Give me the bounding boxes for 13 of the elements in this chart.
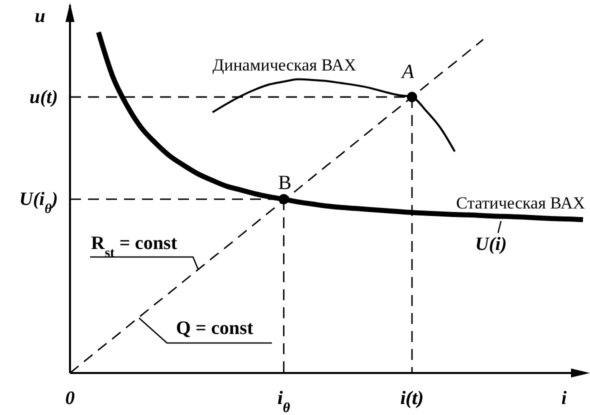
x-tick-label: 0	[65, 388, 76, 409]
y-axis-title: u	[34, 6, 46, 27]
annotation: Q = const	[176, 318, 254, 339]
annotation: A	[400, 61, 415, 83]
ref-line-label: U(i$_{θ}$)	[19, 189, 58, 216]
x-tick-label: i$_{θ}$	[278, 388, 290, 414]
series-label: Статическая ВАХ	[456, 194, 585, 213]
series-label: Динамическая ВАХ	[212, 55, 356, 74]
ref-line-label: u(t)	[30, 87, 58, 108]
x-tick-label: i(t)	[400, 388, 424, 409]
x-axis-title: i	[561, 388, 568, 409]
annotation: B	[278, 172, 292, 194]
annotation: U(i)	[475, 234, 507, 255]
